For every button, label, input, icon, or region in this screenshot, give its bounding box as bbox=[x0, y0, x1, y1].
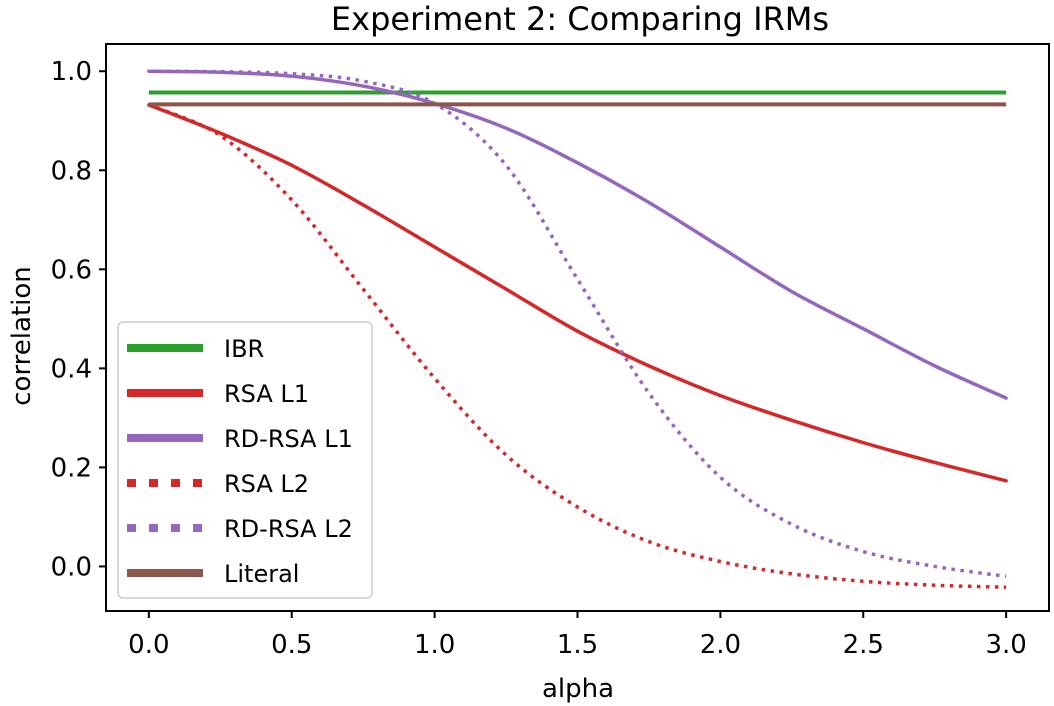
x-axis-ticks: 0.0 0.5 1.0 1.5 2.0 2.5 3.0 bbox=[128, 611, 1027, 660]
legend-box bbox=[117, 321, 373, 599]
legend: IBR RSA L1 RD-RSA L1 RSA L2 RD-RSA L2 Literal bbox=[117, 321, 373, 599]
x-tick-label: 2.0 bbox=[700, 630, 741, 660]
series-layer bbox=[147, 69, 1008, 589]
x-tick-label: 1.5 bbox=[557, 630, 598, 660]
x-tick-label: 2.5 bbox=[843, 630, 884, 660]
x-tick-label: 1.0 bbox=[414, 630, 455, 660]
series-line-rsa-l1 bbox=[147, 103, 1008, 483]
chart-title: Experiment 2: Comparing IRMs bbox=[331, 0, 829, 38]
y-tick-label: 0.4 bbox=[51, 354, 92, 384]
series-line-rsa-l2 bbox=[148, 103, 1007, 589]
x-tick-label: 3.0 bbox=[985, 630, 1026, 660]
y-tick-label: 0.2 bbox=[51, 453, 92, 483]
y-tick-label: 0.8 bbox=[51, 156, 92, 186]
y-axis-label: correlation bbox=[7, 266, 37, 406]
x-tick-label: 0.5 bbox=[271, 630, 312, 660]
legend-label-rsa-l2: RSA L2 bbox=[224, 470, 309, 498]
x-tick-label: 0.0 bbox=[128, 630, 169, 660]
legend-label-ibr: IBR bbox=[224, 335, 264, 363]
legend-label-rd-rsa-l1: RD-RSA L1 bbox=[224, 425, 353, 453]
y-axis-ticks: 0.0 0.2 0.4 0.6 0.8 1.0 bbox=[51, 57, 106, 582]
legend-label-rsa-l1: RSA L1 bbox=[224, 380, 309, 408]
legend-items: IBR RSA L1 RD-RSA L1 RSA L2 RD-RSA L2 Literal bbox=[127, 335, 353, 588]
series-line-rd-rsa-l1 bbox=[147, 69, 1008, 400]
series-line-rd-rsa-l2 bbox=[148, 69, 1007, 579]
y-tick-label: 0.6 bbox=[51, 255, 92, 285]
x-axis-label: alpha bbox=[542, 674, 614, 704]
y-tick-label: 0.0 bbox=[51, 552, 92, 582]
y-tick-label: 1.0 bbox=[51, 57, 92, 87]
legend-label-rd-rsa-l2: RD-RSA L2 bbox=[224, 515, 353, 543]
legend-label-literal: Literal bbox=[224, 560, 299, 588]
